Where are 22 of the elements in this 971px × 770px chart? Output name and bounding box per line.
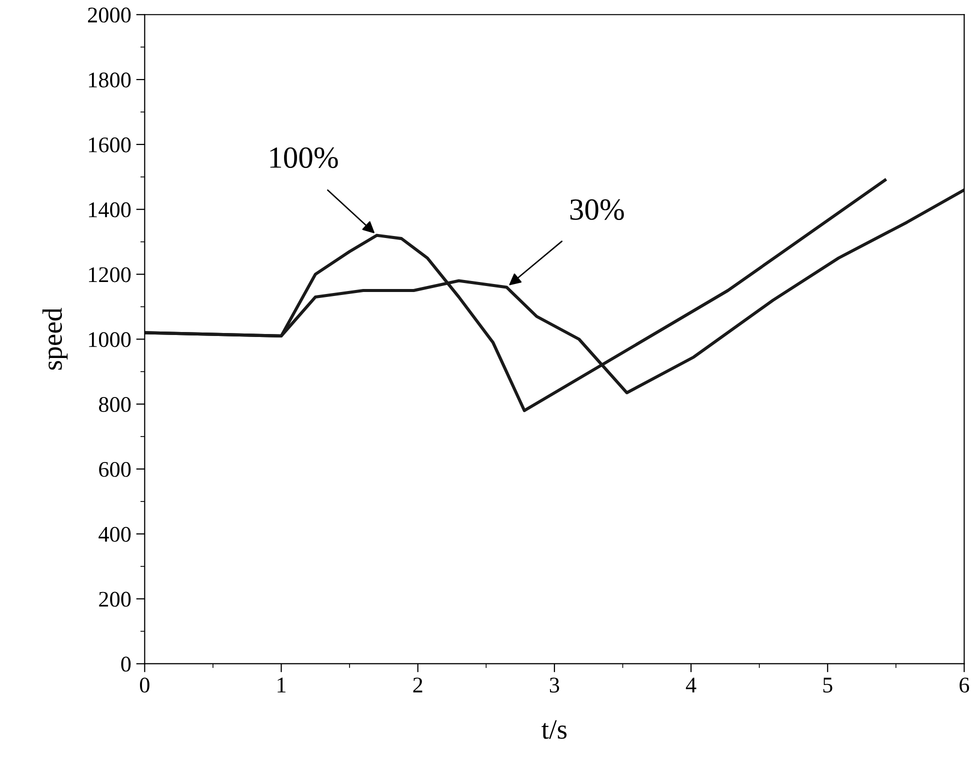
y-tick-label: 0 [121,656,131,672]
x-tick-label: 3 [550,678,560,693]
y-tick-label: 200 [99,592,131,607]
x-tick-label: 1 [278,678,286,692]
x-tick-label: 2 [413,678,422,692]
y-tick-label: 2000 [88,8,131,23]
x-tick-label: 5 [823,678,832,693]
y-tick-label: 800 [99,397,131,412]
x-tick-label: 6 [960,678,970,693]
annotation: 30% [570,199,624,220]
y-tick-label: 1400 [88,202,131,218]
y-tick-label: 400 [98,526,131,542]
x-tick-label: 4 [686,678,696,692]
annotation: 100% [270,147,338,168]
y-tick-label: 1000 [88,332,131,348]
y-tick-label: 1600 [88,137,131,152]
x-tick-label: 0 [140,678,150,693]
y-axis-title: speed [42,308,68,370]
y-tick-label: 600 [99,462,131,477]
y-tick-label: 1200 [88,267,131,282]
x-axis-title: t/s [542,720,567,739]
y-tick-label: 1800 [88,72,131,88]
